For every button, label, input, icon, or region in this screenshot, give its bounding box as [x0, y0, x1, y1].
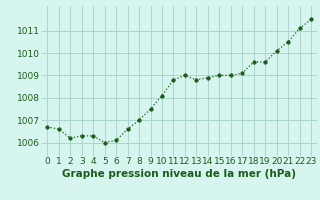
X-axis label: Graphe pression niveau de la mer (hPa): Graphe pression niveau de la mer (hPa): [62, 169, 296, 179]
